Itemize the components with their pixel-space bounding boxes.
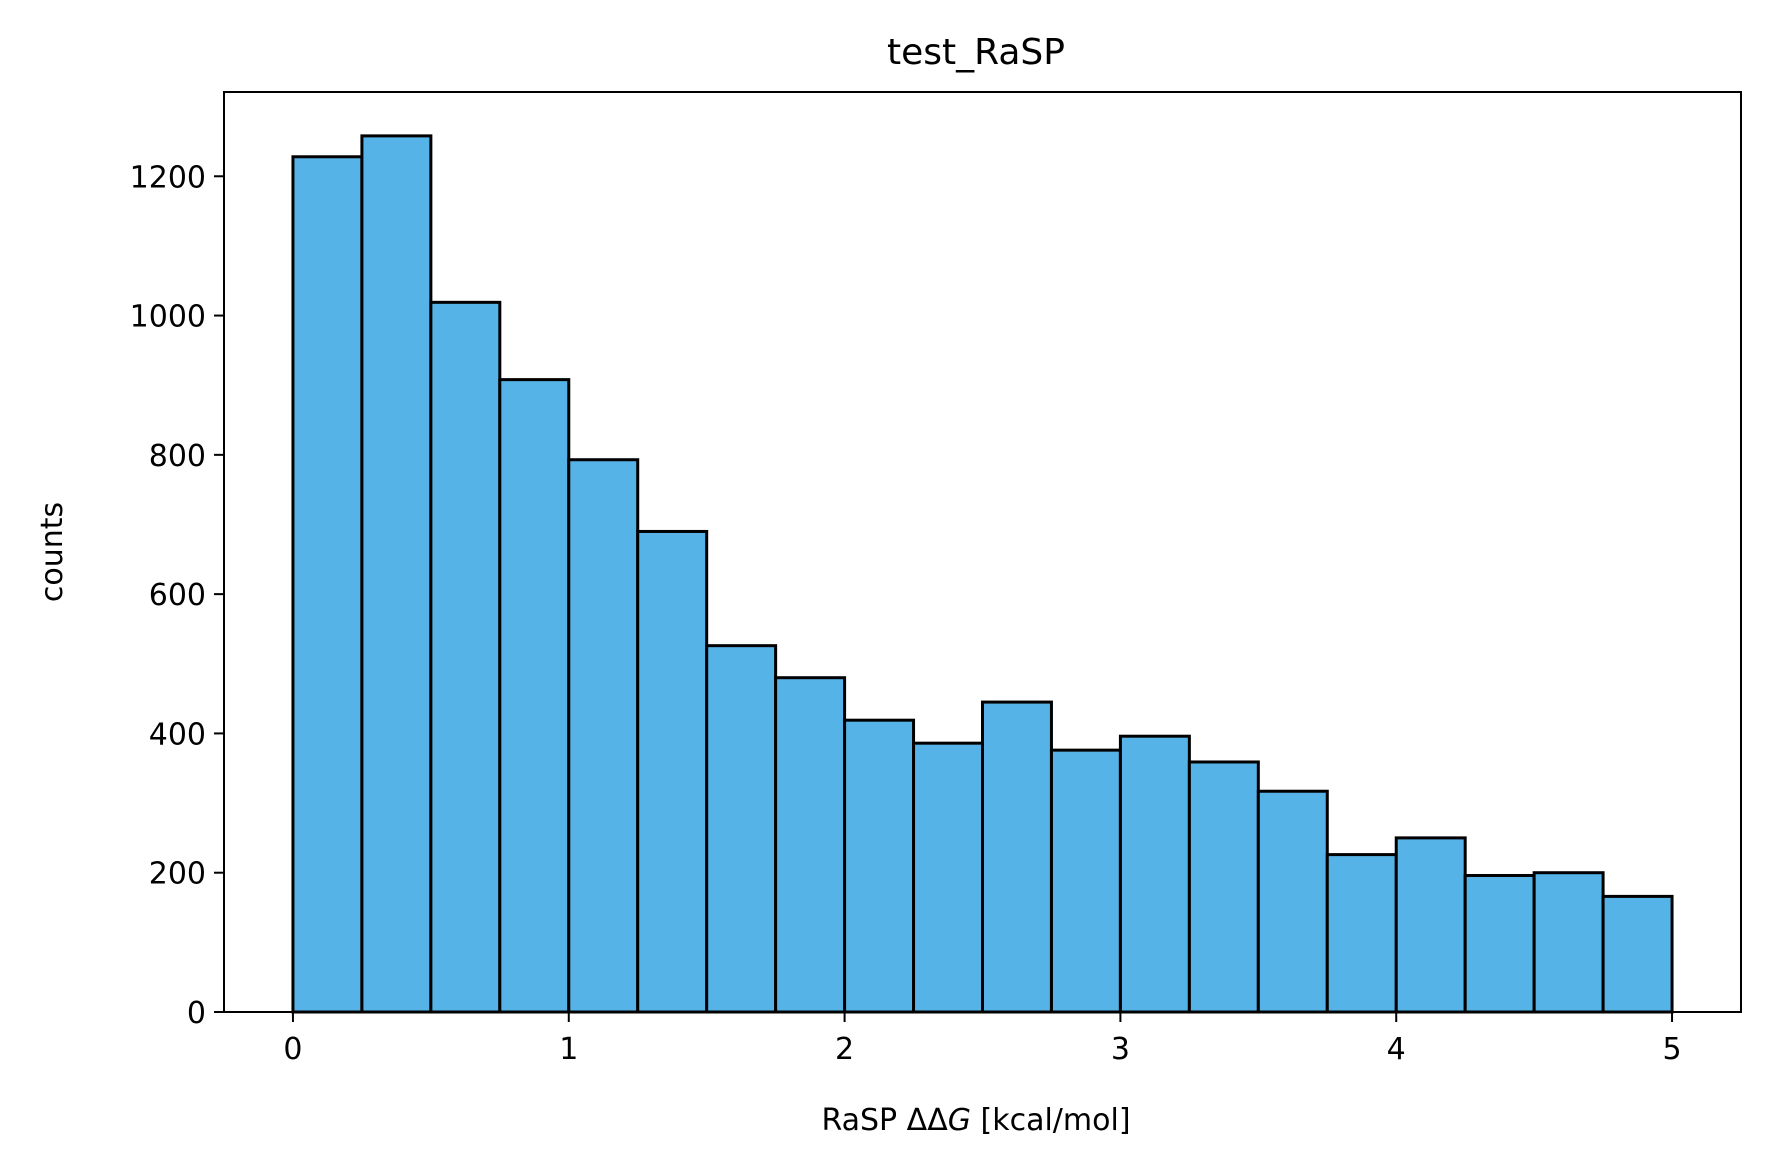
y-tick-label: 1200 bbox=[130, 160, 206, 195]
axes-frame bbox=[223, 91, 1742, 1013]
histogram-bar bbox=[360, 134, 433, 1014]
x-axis-ticks: 0 1 2 3 4 5 bbox=[283, 1012, 1682, 1067]
y-tick-label: 200 bbox=[149, 857, 206, 892]
histogram-bar bbox=[636, 529, 709, 1014]
y-tick-label: 600 bbox=[149, 578, 206, 613]
histogram-bar bbox=[1187, 760, 1260, 1014]
x-tick-label: 1 bbox=[559, 1032, 578, 1067]
x-axis-title: RaSP ΔΔG [kcal/mol] bbox=[821, 1103, 1130, 1138]
histogram-bar bbox=[1532, 871, 1605, 1014]
x-axis-title-italic: G bbox=[948, 1103, 971, 1138]
x-tick-label: 4 bbox=[1387, 1032, 1406, 1067]
histogram-bar bbox=[1601, 894, 1674, 1014]
y-axis-ticks: 0 200 400 600 800 1000 1200 bbox=[130, 160, 224, 1031]
histogram-bar bbox=[1118, 734, 1191, 1014]
x-tick-label: 3 bbox=[1111, 1032, 1130, 1067]
x-tick-label: 0 bbox=[283, 1032, 302, 1067]
histogram-bar bbox=[498, 378, 571, 1014]
histogram-bar bbox=[981, 700, 1053, 1014]
x-tick-label: 5 bbox=[1662, 1032, 1681, 1067]
x-axis-title-suffix: [kcal/mol] bbox=[971, 1103, 1131, 1138]
y-tick-label: 1000 bbox=[130, 300, 206, 335]
histogram-bar bbox=[291, 155, 364, 1014]
histogram-bar bbox=[912, 741, 985, 1014]
histogram-bar bbox=[843, 718, 916, 1014]
histogram-bar bbox=[567, 458, 640, 1014]
histogram-bar bbox=[1325, 853, 1398, 1014]
histogram-bars bbox=[291, 134, 1674, 1014]
y-tick-label: 800 bbox=[149, 439, 206, 474]
x-axis-title-prefix: RaSP ΔΔ bbox=[821, 1103, 948, 1138]
histogram-bar bbox=[429, 300, 502, 1014]
chart-title: test_RaSP bbox=[887, 32, 1065, 73]
histogram-bar bbox=[1394, 836, 1467, 1014]
histogram-bar bbox=[1463, 873, 1536, 1014]
histogram-bar bbox=[774, 676, 847, 1014]
histogram-bar bbox=[705, 644, 778, 1014]
histogram-bar bbox=[1256, 789, 1329, 1014]
y-tick-label: 0 bbox=[187, 996, 206, 1031]
x-tick-label: 2 bbox=[835, 1032, 854, 1067]
y-tick-label: 400 bbox=[149, 717, 206, 752]
histogram-bar bbox=[1049, 748, 1122, 1014]
y-axis-title: counts bbox=[35, 502, 70, 602]
